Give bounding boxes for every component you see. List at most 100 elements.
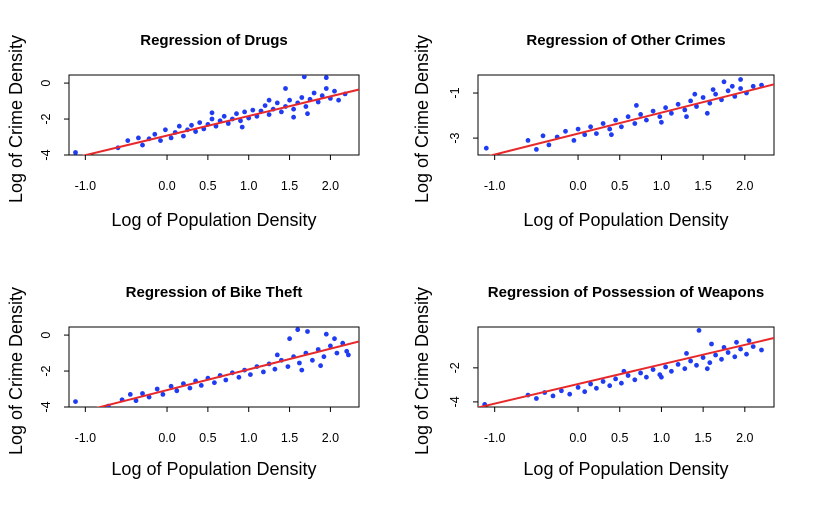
x-tick-label: -1.0: [484, 179, 506, 193]
data-point: [274, 100, 280, 106]
data-point: [682, 107, 688, 113]
x-tick-label: 2.0: [736, 179, 753, 193]
regression-line: [478, 337, 774, 407]
data-point: [187, 385, 193, 391]
data-point: [682, 366, 688, 372]
data-point: [266, 112, 272, 117]
data-point: [140, 391, 145, 396]
regression-line: [96, 340, 359, 407]
y-tick-label: -1: [448, 87, 462, 98]
data-point: [746, 338, 752, 343]
data-point: [323, 75, 329, 81]
data-point: [209, 110, 215, 116]
data-point: [638, 370, 643, 376]
y-axis-label: Log of Crime Density: [412, 287, 432, 455]
x-tick-label: 0.0: [569, 179, 586, 193]
data-point: [759, 347, 764, 353]
regression-line: [488, 83, 774, 155]
data-point: [291, 114, 296, 120]
x-axis-label: Log of Population Density: [111, 210, 316, 230]
data-point: [567, 391, 573, 397]
data-point: [344, 348, 350, 354]
panel-4: Regression of Possession of Weapons -1.0 0…: [412, 284, 775, 479]
data-point: [732, 354, 738, 360]
data-point: [619, 124, 624, 130]
y-tick-label: 0: [39, 80, 53, 87]
plot-area: [483, 77, 774, 155]
data-point: [168, 135, 174, 141]
data-point: [297, 360, 302, 366]
y-axis-label: Log of Crime Density: [6, 35, 26, 203]
data-point: [634, 103, 639, 108]
y-axis-label: Log of Crime Density: [6, 287, 26, 455]
x-tick-label: 0.5: [611, 431, 628, 445]
data-point: [248, 372, 253, 377]
panels: Regression of Drugs -1.0 0.0 0.5 1.0 1.5 2.0 -4…: [6, 32, 775, 479]
data-point: [285, 364, 291, 369]
data-point: [684, 114, 689, 120]
data-point: [305, 329, 310, 334]
data-point: [721, 79, 727, 85]
x-axis-label: Log of Population Density: [111, 459, 316, 479]
data-point: [729, 83, 735, 89]
data-point: [332, 88, 337, 94]
panel-title: Regression of Other Crimes: [526, 32, 725, 49]
data-point: [328, 343, 333, 349]
x-tick-label: 1.5: [694, 179, 711, 193]
data-point: [600, 379, 606, 384]
x-tick-label: 2.0: [322, 179, 339, 193]
data-point: [323, 86, 329, 91]
data-point: [588, 124, 593, 130]
data-point: [236, 374, 242, 380]
data-point: [659, 119, 664, 125]
data-point: [73, 399, 78, 404]
regression-line: [81, 88, 359, 155]
data-point: [73, 150, 78, 155]
data-point: [713, 91, 718, 97]
data-point: [694, 104, 699, 109]
data-point: [575, 385, 581, 390]
data-point: [575, 126, 581, 132]
data-point: [266, 97, 272, 103]
plot-area: [478, 328, 774, 407]
x-tick-label: 2.0: [736, 431, 753, 445]
data-point: [594, 385, 599, 391]
data-point: [650, 108, 656, 114]
data-point: [209, 116, 215, 122]
data-point: [675, 362, 681, 367]
plot-frame: [477, 326, 775, 408]
x-tick-label: 1.0: [653, 431, 670, 445]
data-point: [588, 381, 593, 387]
panel-title: Regression of Possession of Weapons: [488, 284, 764, 301]
data-point: [738, 86, 743, 91]
x-tick-label: 1.0: [240, 431, 257, 445]
data-point: [625, 373, 631, 378]
x-tick-label: 1.5: [694, 431, 711, 445]
x-tick-label: 1.5: [281, 179, 298, 193]
data-point: [321, 354, 327, 360]
data-point: [684, 351, 689, 356]
x-axis-label: Log of Population Density: [523, 459, 728, 479]
data-point: [707, 100, 713, 106]
data-point: [315, 99, 321, 105]
data-point: [212, 380, 217, 386]
panel-1: Regression of Drugs -1.0 0.0 0.5 1.0 1.5 2.0 -4…: [6, 32, 360, 230]
x-tick-label: 1.0: [653, 179, 670, 193]
data-point: [283, 86, 288, 91]
data-point: [696, 328, 702, 333]
data-point: [688, 98, 693, 104]
data-point: [582, 389, 588, 395]
data-point: [334, 350, 340, 356]
x-tick-label: 0.5: [611, 179, 628, 193]
data-point: [305, 111, 310, 117]
panel-2: Regression of Other Crimes -1.0 0.0 0.5 1.0 1…: [412, 32, 775, 230]
plot-frame: [68, 326, 360, 408]
data-point: [152, 131, 158, 137]
x-tick-label: 0.0: [158, 179, 175, 193]
data-point: [299, 95, 305, 100]
data-point: [659, 374, 664, 380]
data-point: [534, 396, 539, 401]
data-point: [550, 393, 556, 399]
y-tick-label: -2: [39, 365, 53, 376]
